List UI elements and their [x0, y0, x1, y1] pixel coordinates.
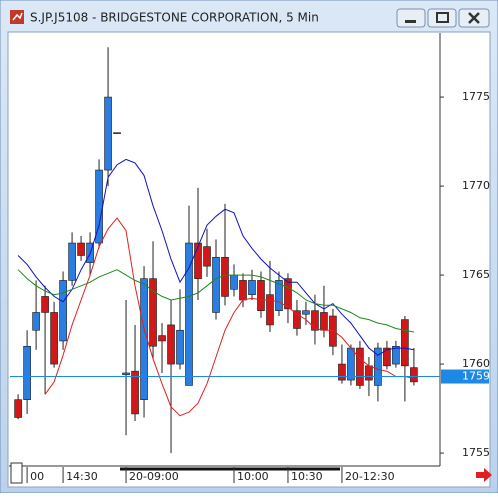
candle-body	[356, 347, 364, 386]
candle-body	[32, 312, 40, 331]
candle-body	[365, 365, 373, 381]
candle-body	[122, 372, 130, 376]
candle-body	[401, 319, 409, 367]
candle-body	[41, 296, 49, 313]
moving-average-line	[17, 158, 414, 356]
plot: 1755 1760 1765 1770 1775 00 14:30 20-09:00 10:00…	[10, 47, 490, 483]
candle-body	[302, 310, 310, 315]
candle-body	[275, 280, 283, 311]
candle-body	[149, 278, 157, 347]
window-buttons[interactable]	[396, 8, 490, 28]
x-tick-label: 20-12:30	[345, 470, 395, 483]
candle-body	[293, 310, 301, 329]
candle-body	[23, 345, 31, 400]
app-icon	[10, 10, 24, 24]
candle-body	[176, 329, 184, 365]
candle-body	[68, 242, 76, 281]
y-tick-label: 1760	[462, 357, 490, 370]
candle-body	[248, 280, 256, 295]
candle-body	[320, 312, 328, 331]
x-tick-label: 10:30	[291, 470, 323, 483]
moving-average-line	[44, 217, 414, 417]
y-tick-label: 1775	[462, 90, 490, 103]
candle-body	[77, 242, 85, 256]
candle-body	[131, 370, 139, 415]
candle-body	[410, 367, 418, 383]
candle-body	[167, 324, 175, 365]
current-price-label: 1759	[462, 370, 490, 383]
scroll-arrow[interactable]	[476, 468, 492, 482]
candle-body	[185, 242, 193, 386]
candle-body	[203, 246, 211, 267]
candle-body	[239, 280, 247, 301]
candle-body	[284, 278, 292, 310]
candle-body	[113, 132, 121, 134]
candle-body	[158, 335, 166, 342]
close-glyph	[468, 12, 480, 24]
x-tick-label: 14:30	[66, 470, 98, 483]
candle-body	[230, 274, 238, 290]
x-tick-label: 00	[30, 470, 44, 483]
candle-body	[104, 96, 112, 171]
app-icon-glyph	[12, 12, 23, 21]
candle-body	[257, 280, 265, 311]
candle-body	[212, 256, 220, 313]
candle-body	[338, 363, 346, 381]
window-title: S.JP.J5108 - BRIDGESTONE CORPORATION, 5 …	[30, 11, 319, 25]
candle-body	[50, 312, 58, 365]
candle-body	[59, 280, 67, 342]
candle-body	[392, 345, 400, 365]
y-tick-label: 1765	[462, 268, 490, 281]
chart-panel	[7, 31, 491, 488]
minimize-button[interactable]	[396, 8, 426, 28]
candle-body	[140, 278, 148, 400]
candle-body	[14, 399, 22, 418]
candle-body	[266, 294, 274, 326]
candle-body	[383, 347, 391, 367]
candle-body	[374, 347, 382, 386]
candle-body	[347, 347, 355, 381]
x-tick-label: 10:00	[237, 470, 269, 483]
current-price-box	[441, 369, 489, 384]
maximize-button[interactable]	[427, 8, 457, 28]
candle-body	[311, 310, 319, 331]
candle-body	[194, 242, 202, 279]
maximize-glyph	[436, 12, 449, 23]
minimize-glyph	[405, 20, 416, 23]
moving-average-line	[17, 269, 414, 333]
candle-body	[329, 315, 337, 347]
y-tick-label: 1770	[462, 179, 490, 192]
x-tick-label: 20-09:00	[129, 470, 179, 483]
candle-body	[221, 256, 229, 297]
y-tick-label: 1755	[462, 446, 490, 459]
scroll-thumb[interactable]	[10, 462, 23, 484]
